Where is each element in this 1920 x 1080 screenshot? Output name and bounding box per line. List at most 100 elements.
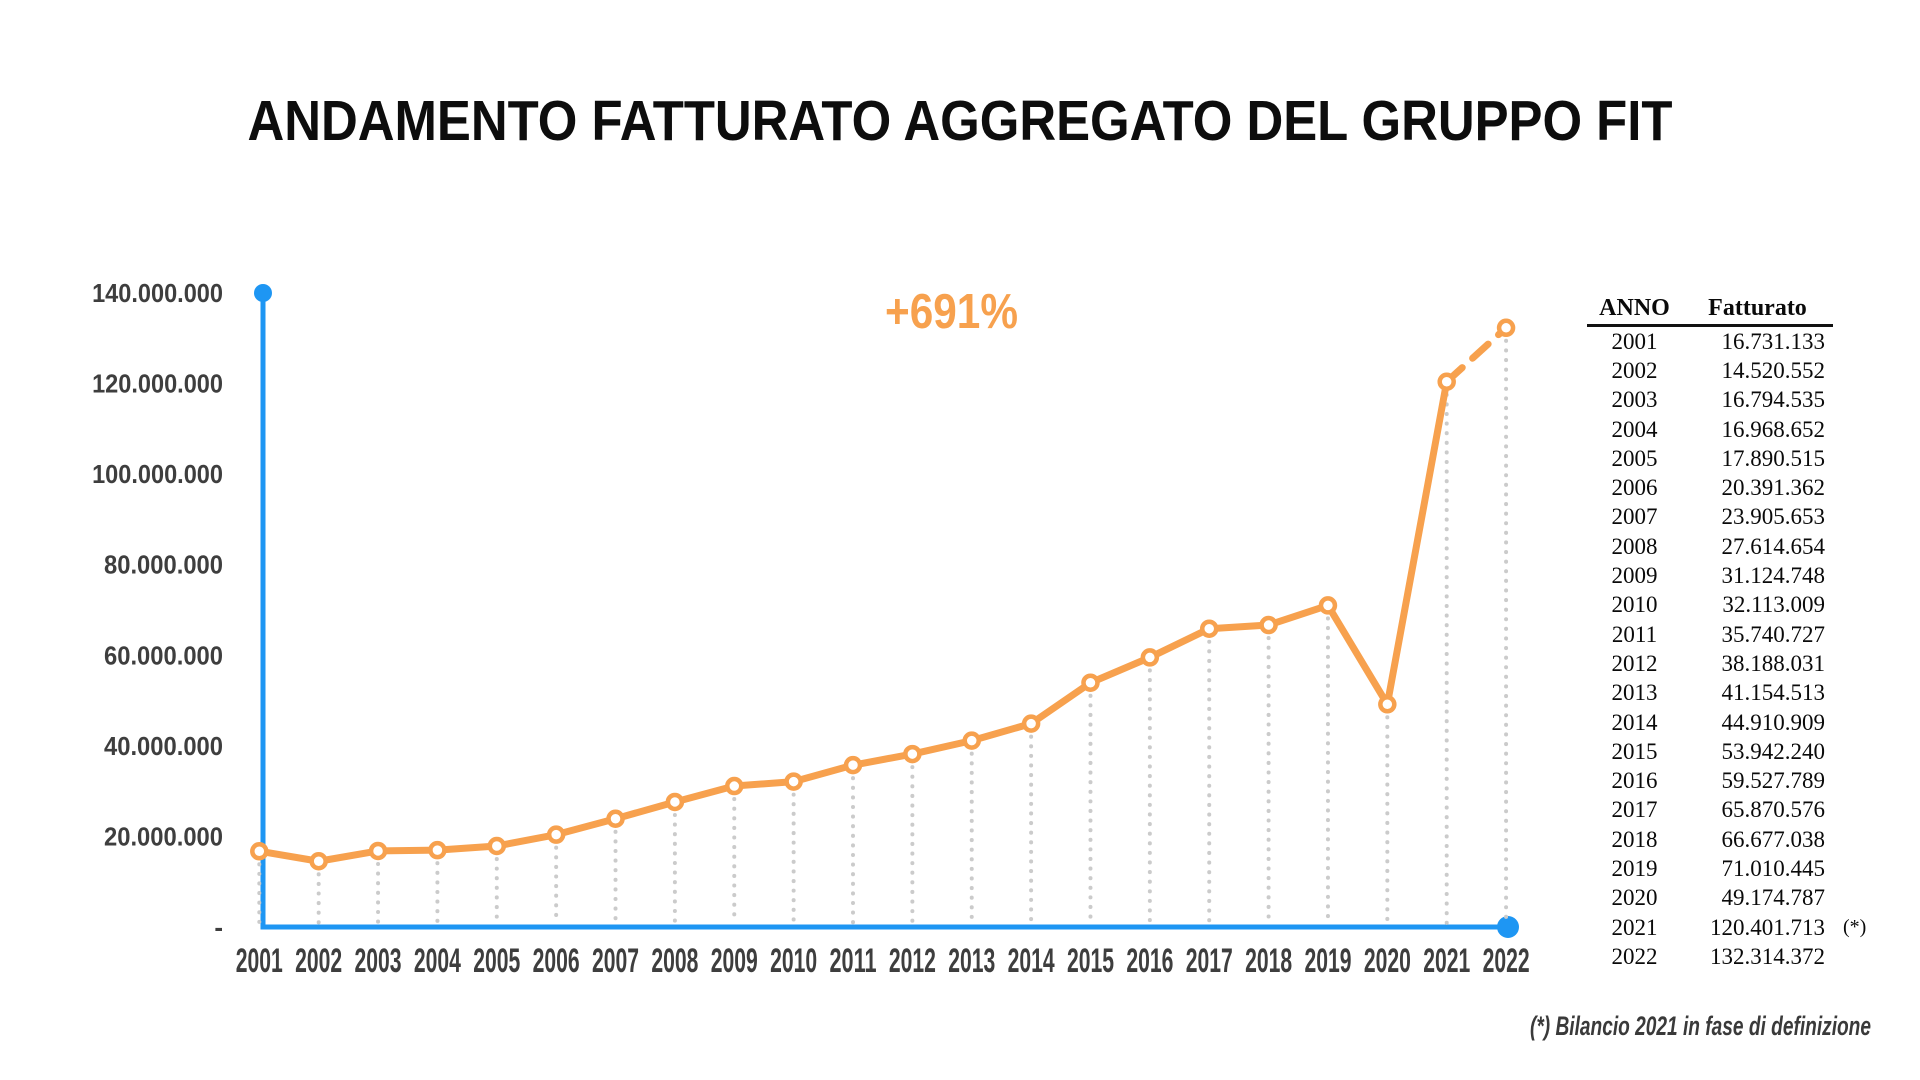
cell-year: 2021 — [1611, 914, 1658, 940]
cell-year: 2014 — [1611, 709, 1658, 735]
data-point-marker — [1318, 596, 1338, 615]
data-point-marker — [1259, 615, 1278, 635]
table-row: 2012 38.188.031 — [1587, 649, 1833, 678]
cell-value: 41.154.513 — [1721, 680, 1826, 706]
cell-year: 2011 — [1611, 621, 1658, 647]
table-row: 2002 14.520.552 — [1587, 356, 1833, 385]
cell-value: 31.124.748 — [1721, 563, 1826, 589]
cell-year: 2007 — [1611, 504, 1658, 530]
cell-year: 2008 — [1611, 533, 1658, 559]
data-point-marker — [250, 841, 269, 861]
y-tick-label: 40.000.000 — [104, 731, 223, 761]
footnote-marker: (*) — [1843, 915, 1867, 938]
table-row: 2007 23.905.653 — [1587, 503, 1833, 532]
data-point-marker — [606, 809, 625, 828]
droplines — [257, 338, 1509, 925]
data-point-marker — [1021, 714, 1041, 733]
series-line — [255, 324, 1510, 865]
x-tick-label: 2017 — [1186, 942, 1233, 980]
data-point-marker — [546, 825, 566, 844]
x-tick-label: 2015 — [1067, 942, 1114, 980]
cell-value: 38.188.031 — [1721, 650, 1826, 676]
cell-year: 2010 — [1611, 592, 1658, 618]
cell-year: 2020 — [1611, 885, 1658, 911]
x-tick-label: 2009 — [711, 942, 758, 980]
table-row: 2018 66.677.038 — [1587, 825, 1833, 854]
cell-value: 59.527.789 — [1721, 768, 1826, 794]
growth-annotation: +691% — [885, 285, 1018, 339]
cell-value: 44.910.909 — [1721, 709, 1826, 735]
cell-value: 132.314.372 — [1710, 943, 1825, 969]
chart-axes — [254, 284, 1519, 938]
x-tick-label: 2004 — [414, 942, 461, 980]
cell-year: 2018 — [1611, 826, 1658, 852]
cell-year: 2001 — [1611, 328, 1658, 354]
table-row: 2021 120.401.713 (*) — [1587, 913, 1867, 942]
cell-year: 2013 — [1611, 680, 1658, 706]
data-point-marker — [1199, 619, 1219, 638]
table-row: 2016 59.527.789 — [1587, 766, 1833, 795]
cell-value: 71.010.445 — [1721, 855, 1826, 881]
cell-year: 2003 — [1611, 387, 1658, 413]
data-point-marker — [784, 772, 803, 791]
page-title: ANDAMENTO FATTURATO AGGREGATO DEL GRUPPO… — [248, 89, 1673, 153]
data-point-markers — [250, 318, 1516, 871]
cell-value: 20.391.362 — [1721, 475, 1826, 501]
cell-value: 53.942.240 — [1721, 738, 1826, 764]
cell-year: 2009 — [1611, 563, 1658, 589]
x-tick-label: 2012 — [889, 942, 936, 980]
y-tick-label: 140.000.000 — [92, 278, 223, 308]
cell-value: 49.174.787 — [1721, 885, 1826, 911]
cell-year: 2002 — [1611, 357, 1658, 383]
cell-year: 2006 — [1611, 475, 1658, 501]
table-row: 2010 32.113.009 — [1587, 591, 1833, 620]
table-row: 2004 16.968.652 — [1587, 415, 1833, 444]
y-tick-label: 80.000.000 — [104, 550, 223, 580]
x-tick-label: 2006 — [533, 942, 580, 980]
x-tick-label: 2010 — [770, 942, 817, 980]
cell-value: 23.905.653 — [1721, 504, 1826, 530]
table-row: 2020 49.174.787 — [1587, 884, 1833, 913]
data-point-marker — [843, 755, 863, 775]
y-axis-labels: - 20.000.000 40.000.000 60.000.000 80.000.00… — [92, 278, 223, 942]
data-point-marker — [962, 731, 981, 750]
x-tick-label: 2008 — [651, 942, 698, 980]
x-tick-label: 2011 — [830, 942, 877, 980]
cell-value: 16.794.535 — [1721, 387, 1826, 413]
cell-year: 2015 — [1611, 738, 1658, 764]
data-point-marker — [725, 776, 744, 796]
cell-value: 35.740.727 — [1721, 621, 1826, 647]
x-tick-label: 2021 — [1423, 942, 1470, 980]
cell-year: 2017 — [1611, 797, 1658, 823]
cell-value: 27.614.654 — [1721, 533, 1826, 559]
x-tick-label: 2005 — [473, 942, 520, 980]
y-tick-label: - — [214, 912, 223, 942]
data-point-marker — [1140, 648, 1160, 667]
data-point-marker — [1496, 318, 1516, 338]
table-row: 2005 17.890.515 — [1587, 444, 1833, 473]
x-tick-label: 2016 — [1126, 942, 1173, 980]
x-tick-label: 2018 — [1245, 942, 1292, 980]
cell-value: 16.968.652 — [1721, 416, 1826, 442]
y-axis-top-dot — [254, 284, 272, 302]
table-row: 2001 16.731.133 — [1587, 327, 1833, 356]
series-dashed-segment — [1443, 324, 1510, 386]
x-tick-label: 2001 — [236, 942, 283, 980]
x-tick-label: 2003 — [355, 942, 402, 980]
data-point-marker — [903, 744, 922, 764]
table-row: 2008 27.614.654 — [1587, 532, 1833, 561]
data-point-marker — [309, 851, 328, 871]
table-row: 2013 41.154.513 — [1587, 679, 1833, 708]
cell-year: 2012 — [1611, 650, 1658, 676]
x-tick-label: 2022 — [1483, 942, 1530, 980]
x-axis-end-dot — [1497, 916, 1519, 938]
y-tick-label: 60.000.000 — [104, 640, 223, 670]
cell-value: 17.890.515 — [1721, 445, 1826, 471]
cell-value: 65.870.576 — [1721, 797, 1826, 823]
cell-year: 2019 — [1611, 855, 1658, 881]
table-row: 2006 20.391.362 — [1587, 473, 1833, 502]
x-axis-labels: 2001 2002 2003 2004 2005 2006 2007 2008 2009 2010… — [236, 942, 1530, 980]
table-row: 2003 16.794.535 — [1587, 386, 1833, 415]
x-tick-label: 2013 — [948, 942, 995, 980]
